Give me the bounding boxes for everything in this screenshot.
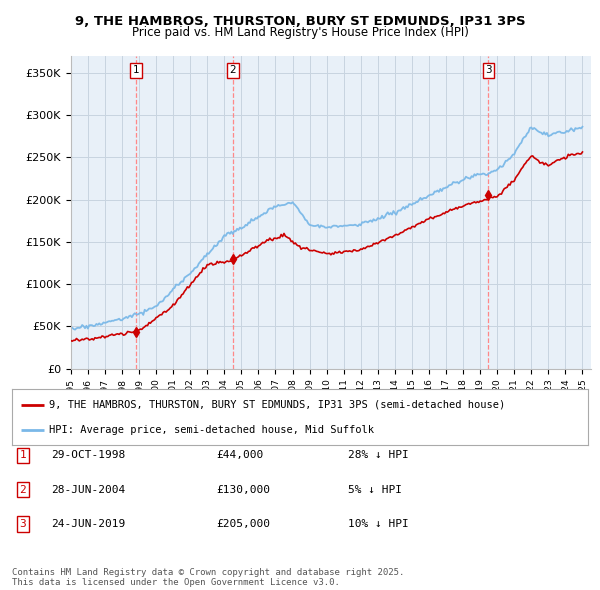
- Text: £130,000: £130,000: [216, 485, 270, 494]
- Text: Price paid vs. HM Land Registry's House Price Index (HPI): Price paid vs. HM Land Registry's House …: [131, 26, 469, 39]
- Text: Contains HM Land Registry data © Crown copyright and database right 2025.
This d: Contains HM Land Registry data © Crown c…: [12, 568, 404, 587]
- Text: 1: 1: [19, 451, 26, 460]
- Text: 28% ↓ HPI: 28% ↓ HPI: [348, 451, 409, 460]
- Text: 2: 2: [229, 65, 236, 75]
- Text: 28-JUN-2004: 28-JUN-2004: [51, 485, 125, 494]
- Text: 1: 1: [133, 65, 139, 75]
- Text: £44,000: £44,000: [216, 451, 263, 460]
- Text: 9, THE HAMBROS, THURSTON, BURY ST EDMUNDS, IP31 3PS: 9, THE HAMBROS, THURSTON, BURY ST EDMUND…: [74, 15, 526, 28]
- Text: £205,000: £205,000: [216, 519, 270, 529]
- Text: HPI: Average price, semi-detached house, Mid Suffolk: HPI: Average price, semi-detached house,…: [49, 425, 374, 435]
- Text: 9, THE HAMBROS, THURSTON, BURY ST EDMUNDS, IP31 3PS (semi-detached house): 9, THE HAMBROS, THURSTON, BURY ST EDMUND…: [49, 399, 506, 409]
- Text: 10% ↓ HPI: 10% ↓ HPI: [348, 519, 409, 529]
- Text: 24-JUN-2019: 24-JUN-2019: [51, 519, 125, 529]
- Text: 5% ↓ HPI: 5% ↓ HPI: [348, 485, 402, 494]
- Text: 2: 2: [19, 485, 26, 494]
- Text: 3: 3: [485, 65, 492, 75]
- Text: 29-OCT-1998: 29-OCT-1998: [51, 451, 125, 460]
- Text: 3: 3: [19, 519, 26, 529]
